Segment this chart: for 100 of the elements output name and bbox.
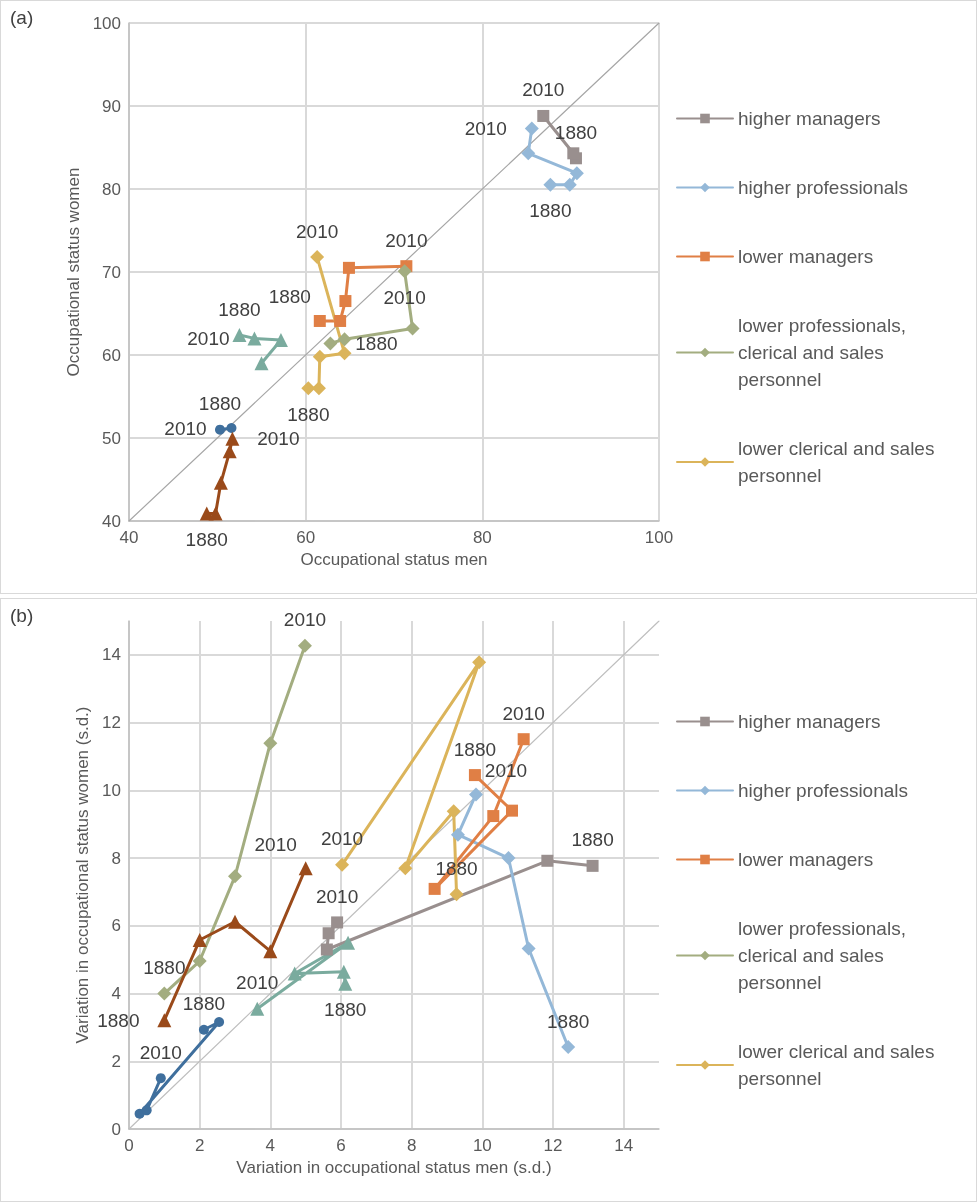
point	[521, 146, 536, 161]
point	[562, 177, 577, 192]
x-tick-label: 2	[194, 1136, 205, 1155]
point	[250, 1001, 265, 1016]
point	[537, 109, 550, 122]
annotation: 1880	[182, 993, 226, 1015]
annotation: 2010	[187, 327, 230, 349]
point	[208, 506, 223, 521]
annotation: 1880	[198, 393, 242, 415]
point	[524, 121, 539, 136]
x-tick-label: 60	[296, 528, 316, 547]
legend-label: higher professionals	[738, 177, 909, 198]
point	[254, 356, 269, 371]
y-tick-label: 4	[111, 984, 121, 1004]
point	[541, 854, 554, 867]
point	[472, 655, 487, 670]
point	[228, 914, 242, 929]
y-tick-label: 10	[102, 780, 121, 800]
point	[335, 857, 350, 872]
annotation: 2010	[164, 417, 207, 439]
x-tick-label: 6	[336, 1136, 346, 1155]
point	[310, 250, 325, 265]
y-tick-label: 14	[102, 645, 121, 665]
point	[157, 1013, 172, 1028]
chart-title: (b)	[10, 605, 34, 626]
point	[226, 423, 237, 434]
point	[225, 431, 240, 446]
legend-label: higher professionals	[738, 780, 909, 801]
point	[232, 328, 247, 343]
x-axis-title: Variation in occupational status men (s.d.)	[236, 1157, 552, 1177]
x-tick-label: 100	[644, 528, 674, 547]
annotation: 2010	[385, 229, 428, 251]
point	[450, 827, 465, 842]
point	[313, 314, 326, 327]
point	[397, 264, 412, 279]
point	[449, 887, 464, 902]
point	[198, 1024, 209, 1035]
point	[405, 321, 420, 336]
y-tick-label: 8	[111, 848, 121, 868]
x-tick-label: 80	[472, 528, 492, 547]
point	[341, 935, 356, 950]
legend-label: lower professionals, clerical and sales personnel	[738, 918, 912, 993]
point	[342, 261, 355, 274]
point	[322, 927, 335, 940]
point	[312, 349, 327, 364]
y-tick-label: 2	[111, 1051, 121, 1071]
point	[287, 966, 302, 981]
point	[228, 869, 242, 884]
x-tick-label: 10	[472, 1136, 492, 1155]
point	[428, 882, 441, 895]
annotation: 1880	[453, 738, 497, 760]
y-tick-label: 6	[111, 916, 121, 936]
x-tick-label: 0	[124, 1136, 134, 1155]
y-tick-label: 40	[102, 511, 121, 531]
y-tick-label: 12	[102, 713, 121, 733]
x-tick-label: 4	[265, 1136, 276, 1155]
annotation: 2010	[502, 702, 545, 724]
point	[446, 804, 461, 819]
point	[222, 444, 237, 459]
legend-label: lower managers	[738, 246, 874, 267]
point	[213, 475, 228, 490]
point	[273, 333, 288, 348]
annotation: 1880	[218, 298, 261, 320]
annotation: 2010	[257, 428, 300, 450]
x-tick-label: 14	[614, 1136, 634, 1155]
point	[192, 954, 207, 969]
point	[336, 964, 351, 979]
point	[569, 166, 584, 181]
y-tick-label: 100	[92, 13, 121, 33]
point	[155, 1073, 166, 1084]
legend-label: lower clerical and sales personnel	[738, 438, 940, 486]
point	[521, 941, 536, 956]
legend-label: lower clerical and sales personnel	[738, 1041, 940, 1089]
legend-label: higher managers	[738, 108, 881, 129]
point	[192, 933, 207, 948]
y-tick-label: 70	[102, 262, 121, 282]
annotation: 1880	[529, 200, 572, 222]
y-tick-label: 0	[111, 1119, 121, 1139]
point	[487, 810, 500, 823]
annotation: 1880	[185, 529, 228, 551]
annotation: 2010	[296, 220, 339, 242]
annotation: 2010	[139, 1041, 182, 1063]
y-axis-title: Occupational status women	[63, 167, 83, 377]
point	[247, 331, 262, 346]
legend-label: higher managers	[738, 711, 881, 732]
point	[337, 332, 352, 347]
point	[331, 916, 344, 929]
y-axis-title: Variation in occupational status women (s.d.)	[73, 706, 93, 1044]
annotation: 2010	[522, 79, 565, 101]
annotation: 1880	[554, 121, 598, 143]
legend-label: lower professionals, clerical and sales personnel	[738, 315, 912, 390]
point	[337, 346, 352, 361]
point	[567, 147, 580, 160]
point	[398, 861, 413, 876]
x-axis-title: Occupational status men	[300, 549, 488, 569]
point	[561, 1040, 576, 1055]
point	[214, 1016, 225, 1027]
point	[320, 943, 333, 956]
annotation: 1880	[355, 332, 398, 354]
point	[517, 733, 530, 746]
